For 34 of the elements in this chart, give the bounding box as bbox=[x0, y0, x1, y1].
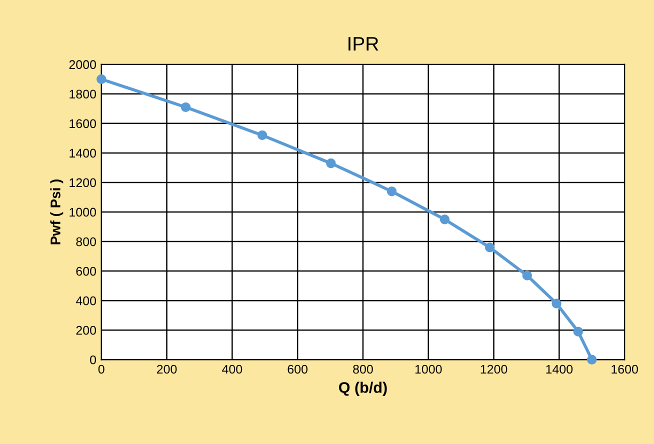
y-tick-label: 400 bbox=[76, 296, 96, 306]
x-tick-label: 1400 bbox=[546, 364, 573, 374]
point bbox=[484, 242, 495, 252]
y-tick-label: 2000 bbox=[69, 60, 96, 70]
point bbox=[552, 298, 562, 308]
point bbox=[326, 158, 336, 168]
y-tick-label: 200 bbox=[76, 326, 96, 335]
y-tick-label: 1400 bbox=[70, 148, 96, 158]
point bbox=[180, 102, 191, 112]
y-tick-label: 800 bbox=[76, 237, 96, 246]
point bbox=[386, 186, 397, 196]
x-tick-label: 200 bbox=[156, 364, 177, 374]
point bbox=[587, 354, 597, 364]
point bbox=[440, 214, 450, 224]
point bbox=[573, 326, 583, 336]
y-tick-label: 1200 bbox=[70, 178, 96, 188]
x-tick-label: 0 bbox=[98, 364, 104, 374]
y-tick-label: 600 bbox=[76, 266, 96, 276]
x-tick-label: 800 bbox=[353, 364, 373, 374]
y-tick-label: 1800 bbox=[70, 90, 96, 99]
y-tick-label: 1600 bbox=[70, 119, 96, 128]
point bbox=[257, 130, 268, 140]
x-tick-label: 1600 bbox=[612, 364, 638, 374]
point bbox=[96, 74, 106, 84]
x-tick-label: 1000 bbox=[415, 364, 442, 374]
y-axis-title: Pwf ( Psi ) bbox=[50, 180, 64, 244]
x-axis-title: Q (b/d) bbox=[338, 382, 387, 396]
point bbox=[522, 270, 532, 280]
x-tick-label: 600 bbox=[288, 364, 308, 374]
chart-title: IPR bbox=[348, 37, 378, 50]
x-tick-label: 400 bbox=[222, 364, 242, 374]
y-tick-label: 1000 bbox=[70, 208, 96, 217]
y-tick-label: 0 bbox=[90, 355, 96, 364]
x-tick-label: 1200 bbox=[480, 364, 508, 374]
